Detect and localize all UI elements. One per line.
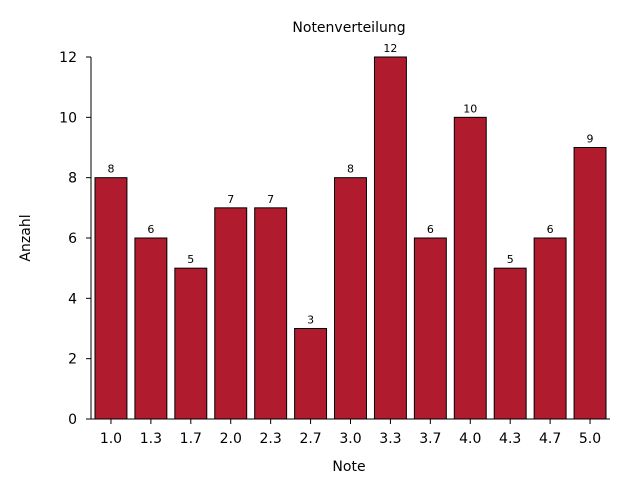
x-tick-label: 1.3 (140, 431, 162, 447)
x-tick-label: 4.0 (459, 431, 481, 447)
y-axis-label: Anzahl (18, 214, 34, 261)
x-tick-label: 3.7 (419, 431, 441, 447)
x-axis: 1.0 1.3 1.7 2.0 2.3 2.7 3.0 3.3 3.7 4.0 4.3 4.7 5.0 (91, 418, 610, 447)
bar-4-7 (533, 237, 567, 420)
data-label: 5 (507, 253, 514, 266)
bar-2-7 (294, 328, 328, 420)
bar-3-3 (373, 56, 407, 420)
bar-3-0 (334, 177, 367, 420)
data-label: 6 (147, 223, 154, 236)
data-label: 8 (347, 163, 354, 176)
x-tick-label: 5.0 (579, 431, 601, 447)
y-tick-label: 2 (68, 352, 77, 368)
y-tick-label: 0 (68, 412, 77, 428)
x-tick-label: 2.0 (220, 431, 242, 447)
y-tick-label: 8 (68, 171, 77, 187)
bar-3-7 (413, 237, 447, 420)
y-axis: 0 2 4 6 8 10 12 (59, 50, 92, 428)
data-label: 9 (587, 133, 594, 146)
y-tick-label: 6 (68, 231, 77, 247)
bar-5-0 (573, 147, 607, 420)
bar-2-0 (214, 207, 248, 420)
bar-4-3 (493, 267, 527, 420)
chart-title: Notenverteilung (292, 20, 405, 36)
bar-2-3 (254, 207, 288, 420)
x-axis-label: Note (332, 459, 365, 475)
data-label: 10 (463, 102, 477, 115)
data-label: 8 (107, 163, 114, 176)
data-label: 7 (267, 193, 274, 206)
x-tick-label: 3.3 (379, 431, 401, 447)
bar-1-7 (174, 267, 208, 420)
data-label: 6 (547, 223, 554, 236)
x-tick-label: 4.7 (539, 431, 561, 447)
data-label: 12 (383, 42, 397, 55)
y-tick-label: 4 (68, 291, 77, 307)
data-label: 3 (307, 314, 314, 327)
x-tick-label: 3.0 (339, 431, 361, 447)
data-label: 5 (187, 253, 194, 266)
data-label: 6 (427, 223, 434, 236)
x-tick-label: 4.3 (499, 431, 521, 447)
x-tick-label: 1.0 (100, 431, 122, 447)
y-tick-label: 10 (59, 110, 77, 126)
bars-group: 8 6 5 7 7 3 8 12 6 10 5 6 9 (94, 42, 607, 420)
bar-4-0 (453, 116, 487, 420)
x-tick-label: 2.3 (260, 431, 282, 447)
x-tick-label: 1.7 (180, 431, 202, 447)
y-tick-label: 12 (59, 50, 77, 66)
bar-1-3 (134, 237, 168, 420)
data-label: 7 (227, 193, 234, 206)
bar-1-0 (94, 177, 128, 420)
x-tick-label: 2.7 (299, 431, 321, 447)
